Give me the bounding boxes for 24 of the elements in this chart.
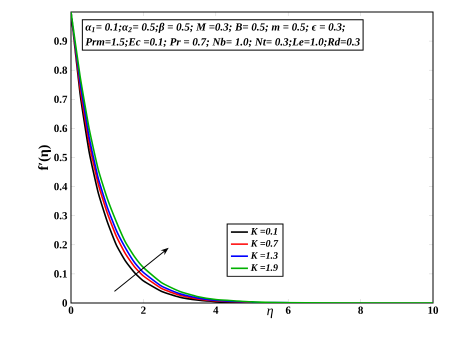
y-tick-label: 0.4: [54, 182, 68, 190]
y-tick-label: 0.1: [54, 270, 67, 278]
x-tick-label: 10: [428, 306, 438, 314]
x-tick-label: 0: [68, 306, 74, 314]
x-tick-label: 4: [213, 306, 218, 314]
legend-label: K =0.7: [250, 240, 278, 247]
legend-label: K =1.3: [250, 252, 278, 259]
x-axis-title: η: [267, 308, 273, 318]
y-tick-label: 0.7: [54, 96, 68, 104]
y-tick-label: 0.5: [54, 154, 68, 162]
annotation: α$_{1}$= 0.1;α$_{2}$= 0.5;β = 0.5; M =0.3; B= 0.5; m = 0.5; ϵ = 0.3;: [86, 22, 345, 33]
y-tick-label: 0.6: [54, 124, 68, 132]
x-tick-label: 8: [358, 306, 363, 314]
y-tick-label: 0: [62, 299, 68, 307]
y-axis-title: f′(η): [38, 145, 51, 170]
x-tick-label: 2: [141, 306, 146, 314]
y-tick-label: 0.2: [54, 241, 67, 249]
x-tick-label: 6: [286, 306, 291, 314]
y-tick-label: 0.3: [54, 212, 68, 220]
y-tick-label: 0.8: [54, 66, 68, 74]
legend-label: K =0.1: [250, 228, 278, 235]
legend-label: K =1.9: [250, 264, 278, 271]
y-tick-label: 0.9: [54, 37, 68, 45]
annotation: Prm=1.5;Ec =0.1; Pr = 0.7; Nb= 1.0; Nt= 0.3;Le=1.0;Rd=0.3: [85, 38, 360, 48]
